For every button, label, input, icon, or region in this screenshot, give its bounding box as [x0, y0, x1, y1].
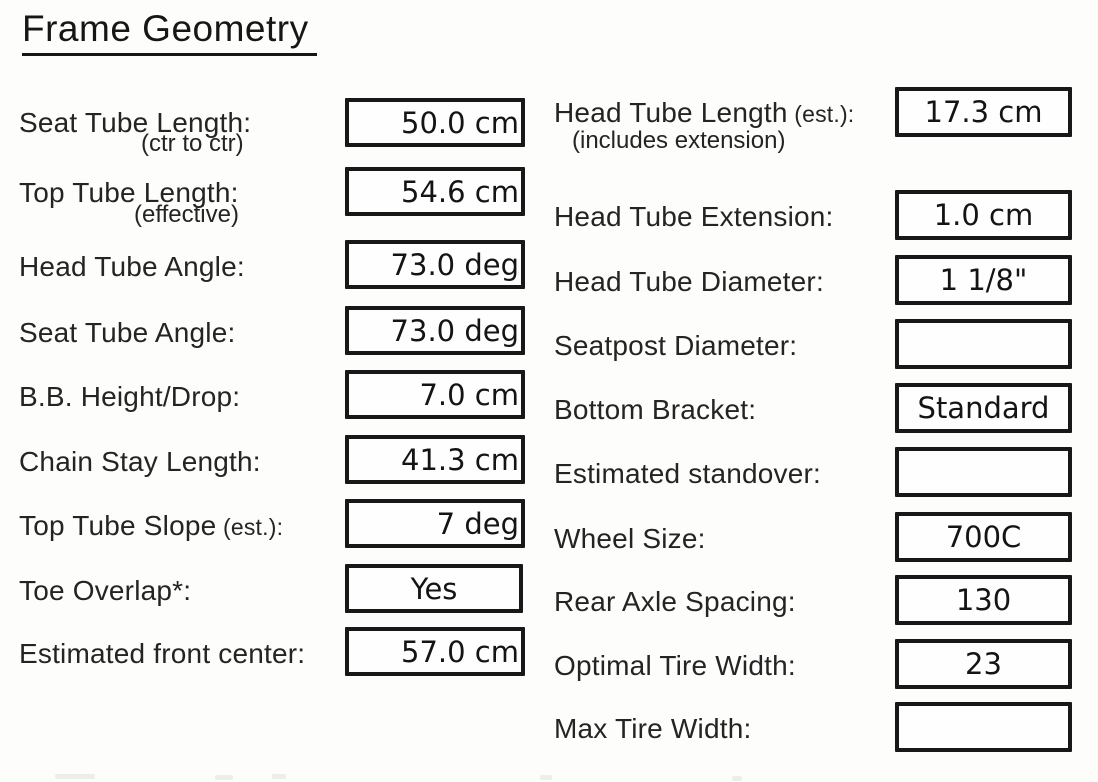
seatpost-diameter-field[interactable]: [895, 319, 1072, 369]
scan-artifact: [732, 776, 742, 781]
head-tube-extension-field[interactable]: 1.0 cm: [895, 190, 1072, 240]
optimal-tire-width-label: Optimal Tire Width:: [554, 650, 796, 681]
head-tube-angle-label: Head Tube Angle:: [19, 251, 245, 282]
top-tube-length-value: 54.6 cm: [401, 174, 519, 209]
scan-artifact: [540, 775, 552, 780]
seatpost-diameter-label: Seatpost Diameter:: [554, 330, 798, 361]
seat-tube-length-label: Seat Tube Length:: [19, 107, 252, 138]
head-tube-diameter-value: 1 1/8": [939, 263, 1028, 297]
head-tube-length-sublabel: (includes extension): [572, 127, 786, 154]
estimated-front-center-label: Estimated front center:: [19, 638, 306, 669]
head-tube-length-label: Head Tube Length (est.):: [554, 97, 855, 128]
seat-tube-angle-value: 73.0 deg: [390, 313, 519, 348]
toe-overlap-value: Yes: [410, 571, 458, 606]
head-tube-length-value: 17.3 cm: [924, 95, 1043, 129]
head-tube-length-field[interactable]: 17.3 cm: [895, 87, 1072, 137]
seat-tube-length-value: 50.0 cm: [401, 105, 519, 140]
top-tube-slope-label: Top Tube Slope (est.):: [19, 510, 284, 541]
scan-artifact: [215, 775, 233, 780]
wheel-size-label: Wheel Size:: [554, 523, 706, 554]
bottom-bracket-field[interactable]: Standard: [895, 383, 1072, 433]
chain-stay-length-label: Chain Stay Length:: [19, 446, 261, 477]
estimated-front-center-field[interactable]: 57.0 cm: [345, 627, 525, 676]
top-tube-slope-label-suffix: (est.):: [216, 514, 284, 540]
max-tire-width-field[interactable]: [895, 702, 1072, 752]
seat-tube-length-sublabel: (ctr to ctr): [141, 130, 244, 157]
seat-tube-angle-label: Seat Tube Angle:: [19, 317, 236, 348]
wheel-size-value: 700C: [945, 520, 1022, 554]
head-tube-extension-value: 1.0 cm: [933, 198, 1034, 232]
bottom-bracket-value: Standard: [917, 391, 1050, 425]
head-tube-angle-value: 73.0 deg: [390, 247, 519, 282]
scan-artifact: [272, 774, 286, 779]
top-tube-slope-value: 7 deg: [436, 506, 519, 541]
rear-axle-spacing-label: Rear Axle Spacing:: [554, 586, 796, 617]
optimal-tire-width-field[interactable]: 23: [895, 639, 1072, 689]
top-tube-length-field[interactable]: 54.6 cm: [345, 167, 525, 216]
head-tube-length-label-suffix: (est.):: [787, 101, 855, 127]
head-tube-extension-label: Head Tube Extension:: [554, 201, 834, 232]
head-tube-angle-field[interactable]: 73.0 deg: [345, 240, 525, 289]
scan-artifact: [55, 774, 95, 779]
head-tube-diameter-label: Head Tube Diameter:: [554, 266, 824, 297]
bb-height-drop-label: B.B. Height/Drop:: [19, 381, 241, 412]
bb-height-drop-value: 7.0 cm: [419, 377, 519, 412]
optimal-tire-width-value: 23: [965, 647, 1002, 681]
toe-overlap-field[interactable]: Yes: [345, 564, 523, 613]
estimated-standover-field[interactable]: [895, 447, 1072, 497]
chain-stay-length-value: 41.3 cm: [401, 442, 519, 477]
toe-overlap-label: Toe Overlap*:: [19, 575, 192, 606]
estimated-standover-label: Estimated standover:: [554, 458, 822, 489]
estimated-front-center-value: 57.0 cm: [401, 634, 519, 669]
max-tire-width-label: Max Tire Width:: [554, 713, 752, 744]
chain-stay-length-field[interactable]: 41.3 cm: [345, 435, 525, 484]
bb-height-drop-field[interactable]: 7.0 cm: [345, 370, 525, 419]
wheel-size-field[interactable]: 700C: [895, 512, 1072, 562]
top-tube-length-label: Top Tube Length:: [19, 177, 239, 208]
bottom-bracket-label: Bottom Bracket:: [554, 394, 757, 425]
rear-axle-spacing-field[interactable]: 130: [895, 575, 1072, 625]
top-tube-length-sublabel: (effective): [134, 201, 239, 228]
top-tube-slope-field[interactable]: 7 deg: [345, 499, 525, 548]
rear-axle-spacing-value: 130: [955, 583, 1012, 617]
seat-tube-angle-field[interactable]: 73.0 deg: [345, 306, 525, 355]
head-tube-diameter-field[interactable]: 1 1/8": [895, 255, 1072, 305]
page-title: Frame Geometry: [22, 8, 317, 56]
seat-tube-length-field[interactable]: 50.0 cm: [345, 98, 525, 147]
